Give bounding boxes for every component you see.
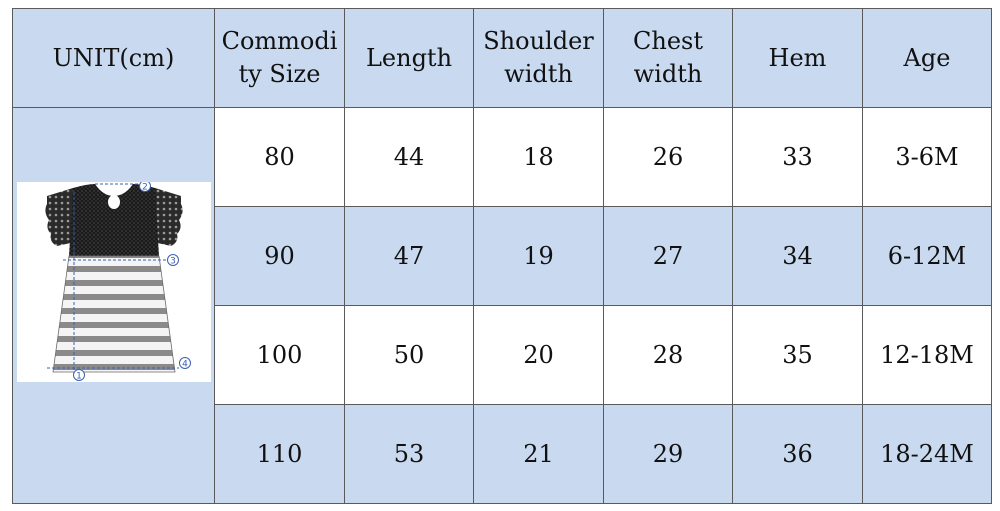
header-shoulder-line1: Shoulder	[483, 27, 594, 55]
header-shoulder-line2: width	[504, 60, 573, 88]
header-row: UNIT(cm) Commodi ty Size Length Shoulder…	[12, 8, 992, 108]
cell-length: 44	[344, 107, 474, 207]
cell-size: 110	[214, 404, 345, 504]
cell-hem: 34	[732, 206, 863, 306]
table-row: 110 53 21 29 36 18-24M	[13, 404, 992, 504]
cell-age: 12-18M	[862, 305, 992, 405]
garment-diagram: 2 3 4 1	[17, 180, 211, 382]
size-chart-table: UNIT(cm) Commodi ty Size Length Shoulder…	[12, 8, 992, 504]
table-row: 100 50 20 28 35 12-18M	[13, 305, 992, 405]
neck-button	[112, 192, 116, 196]
cell-size: 90	[214, 206, 345, 306]
cell-age: 6-12M	[862, 206, 992, 306]
marker-2-label: 2	[142, 183, 148, 193]
marker-4: 4	[179, 357, 191, 370]
right-sleeve	[153, 188, 183, 246]
cell-length: 47	[344, 206, 474, 306]
cell-size: 100	[214, 305, 345, 405]
header-size: Commodi ty Size	[214, 8, 345, 108]
header-chest: Chest width	[603, 8, 733, 108]
cell-hem: 33	[732, 107, 863, 207]
cell-shoulder: 18	[473, 107, 604, 207]
header-chest-line2: width	[633, 60, 703, 88]
cell-chest: 27	[603, 206, 733, 306]
header-hem: Hem	[732, 8, 863, 108]
cell-chest: 29	[603, 404, 733, 504]
cell-hem: 36	[732, 404, 863, 504]
cell-length: 53	[344, 404, 474, 504]
garment-diagram-svg: 2 3 4 1	[45, 180, 191, 382]
header-hem-label: Hem	[768, 43, 827, 72]
striped-body	[52, 255, 176, 373]
garment-diagram-cell: 2 3 4 1	[12, 107, 215, 504]
cell-shoulder: 21	[473, 404, 604, 504]
header-unit: UNIT(cm)	[12, 8, 215, 108]
table-row: 2 3 4 1 80 44 1	[12, 107, 992, 504]
marker-3-label: 3	[170, 257, 176, 267]
table-row: 90 47 19 27 34 6-12M	[13, 206, 992, 306]
marker-1: 1	[73, 369, 85, 382]
keyhole	[108, 195, 120, 209]
marker-1-label: 1	[76, 372, 82, 382]
header-shoulder: Shoulder width	[473, 8, 604, 108]
marker-3: 3	[167, 254, 179, 267]
cell-age: 18-24M	[862, 404, 992, 504]
cell-chest: 28	[603, 305, 733, 405]
header-age-label: Age	[903, 43, 951, 72]
left-sleeve	[45, 188, 75, 246]
cell-chest: 26	[603, 107, 733, 207]
header-length-label: Length	[365, 43, 453, 72]
header-size-line1: Commodi	[221, 27, 338, 55]
cell-hem: 35	[732, 305, 863, 405]
shirt-illustration	[45, 184, 183, 373]
cell-size: 80	[214, 107, 345, 207]
cell-length: 50	[344, 305, 474, 405]
bodice	[69, 184, 159, 256]
cell-age: 3-6M	[862, 107, 992, 207]
header-age: Age	[862, 8, 992, 108]
cell-shoulder: 19	[473, 206, 604, 306]
header-length: Length	[344, 8, 474, 108]
header-unit-label: UNIT(cm)	[52, 43, 175, 72]
header-chest-line1: Chest	[633, 27, 703, 55]
cell-shoulder: 20	[473, 305, 604, 405]
marker-4-label: 4	[182, 360, 188, 370]
header-size-line2: ty Size	[238, 60, 321, 88]
